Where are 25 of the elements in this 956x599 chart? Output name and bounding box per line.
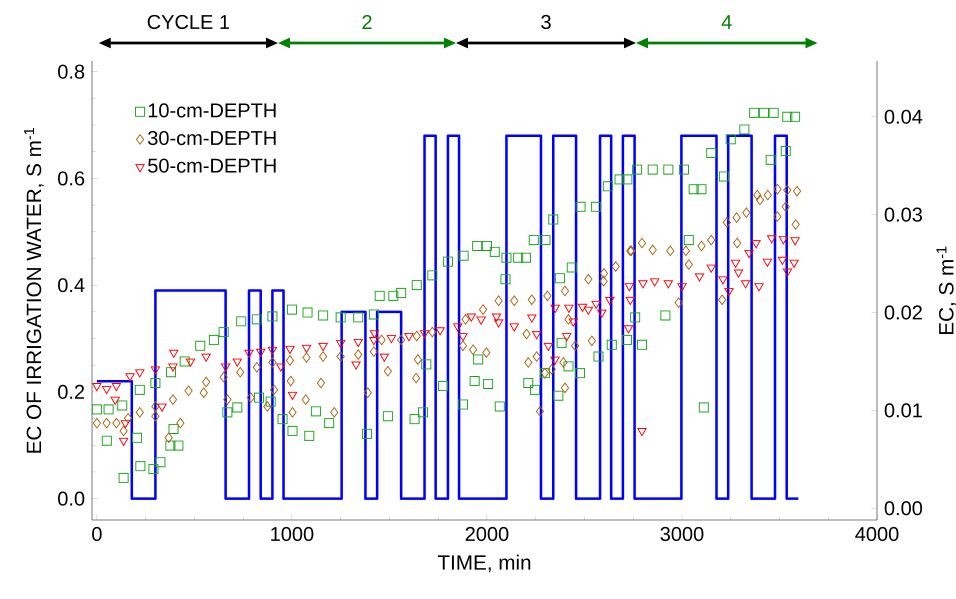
- legend-label: 10-cm-DEPTH: [148, 103, 276, 118]
- y2-tick-label: 0.00: [884, 501, 922, 516]
- y2-tick-label: 0.04: [884, 110, 922, 124]
- y2-axis-title: EC, S m$^{-1}$: [936, 246, 956, 334]
- x-axis-title: TIME, min: [438, 554, 530, 572]
- x-tick-label: 3000: [660, 526, 704, 542]
- text: CYCLE 1: [148, 14, 230, 30]
- y-tick-label: 0.2: [58, 384, 84, 399]
- y-tick-label: 0.0: [58, 492, 84, 506]
- legend-label: 30-cm-DEPTH: [148, 130, 276, 146]
- y-tick-label: 0.8: [58, 64, 84, 79]
- y2-tick-label: 0.02: [884, 305, 922, 320]
- x-tick-label: 0: [92, 526, 102, 542]
- x-tick-label: 4000: [855, 526, 898, 542]
- legend-label: 50-cm-DEPTH: [148, 158, 276, 173]
- y2-tick-label: 0.03: [884, 208, 922, 222]
- text: 3: [541, 14, 551, 30]
- y2-tick-label: 0.01: [884, 403, 922, 418]
- y-tick-label: 0.4: [58, 278, 84, 292]
- y-axis-title: EC OF IRRIGATION WATER, S m$^{-1}$: [24, 128, 44, 453]
- x-tick-label: 1000: [271, 526, 314, 542]
- x-tick-label: 2000: [466, 526, 508, 542]
- text: 4: [722, 15, 732, 29]
- y-tick-label: 0.6: [58, 171, 84, 186]
- text: 2: [362, 15, 372, 29]
